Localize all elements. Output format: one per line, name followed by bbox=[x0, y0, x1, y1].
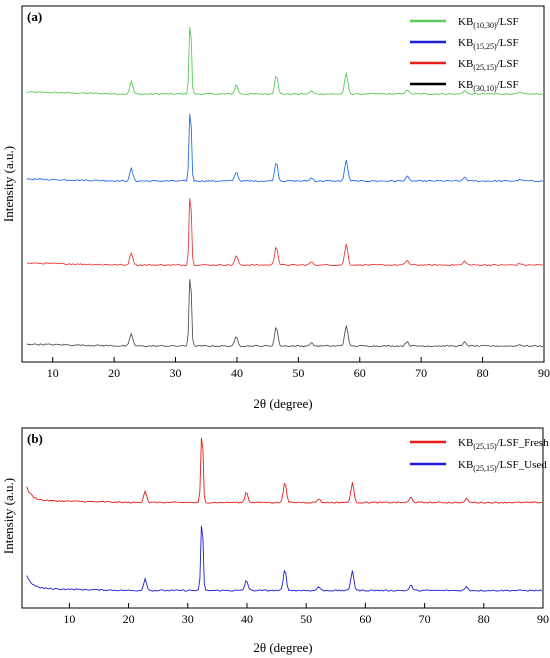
x-tick-label: 50 bbox=[292, 366, 304, 380]
legend-entry: KB(15,25)/LSF bbox=[458, 37, 519, 51]
panel-b-y-axis-title: Intensity (a.u.) bbox=[1, 478, 16, 554]
x-tick-label: 90 bbox=[537, 612, 549, 626]
panel-a-legend: KB(10,30)/LSF KB(15,25)/LSF KB(25,15)/LSF K… bbox=[410, 16, 519, 93]
x-tick-label: 50 bbox=[300, 612, 312, 626]
x-tick-label: 40 bbox=[241, 612, 253, 626]
legend-entry: KB(30,10)/LSF bbox=[458, 79, 519, 93]
x-tick-label: 80 bbox=[478, 612, 490, 626]
x-tick-label: 60 bbox=[359, 612, 371, 626]
panel-b-legend: KB(25,15)/LSF_Fresh KB(25,15)/LSF_Used bbox=[410, 437, 549, 473]
series-line-0 bbox=[26, 27, 543, 96]
series-line-1 bbox=[26, 113, 543, 183]
panel-a-x-axis-title: 2θ (degree) bbox=[253, 396, 312, 411]
panel-a-label: (a) bbox=[27, 9, 42, 24]
legend-entry: KB(25,15)/LSF_Used bbox=[458, 459, 547, 473]
x-tick-label: 30 bbox=[182, 612, 194, 626]
legend-entry: KB(10,30)/LSF bbox=[458, 16, 519, 30]
x-tick-label: 70 bbox=[415, 366, 427, 380]
x-tick-label: 60 bbox=[354, 366, 366, 380]
x-tick-label: 20 bbox=[108, 366, 120, 380]
panel-b-x-ticks: 10 20 30 40 50 60 70 80 90 bbox=[63, 603, 549, 626]
series-line-0 bbox=[26, 437, 542, 504]
legend-entry: KB(25,15)/LSF bbox=[458, 58, 519, 72]
series-line-3 bbox=[26, 279, 543, 348]
x-tick-label: 90 bbox=[538, 366, 550, 380]
x-tick-label: 80 bbox=[477, 366, 489, 380]
panel-b-label: (b) bbox=[27, 431, 43, 446]
x-tick-label: 40 bbox=[231, 366, 243, 380]
panel-a-y-axis-title: Intensity (a.u.) bbox=[1, 146, 16, 222]
x-tick-label: 10 bbox=[47, 366, 59, 380]
panel-a-series-lines bbox=[26, 27, 543, 348]
panel-a-x-ticks: 10 20 30 40 50 60 70 80 90 bbox=[47, 357, 550, 380]
x-tick-label: 70 bbox=[419, 612, 431, 626]
legend-entry: KB(25,15)/LSF_Fresh bbox=[458, 437, 549, 451]
panel-b-series-lines bbox=[26, 437, 543, 592]
panel-a: (a) 10 20 30 40 50 60 70 80 90 KB(10,30)/LSFKB(1… bbox=[1, 5, 550, 411]
x-tick-label: 30 bbox=[170, 366, 182, 380]
series-line-1 bbox=[26, 525, 543, 592]
panel-b: (b) 10 20 30 40 50 60 70 80 90 KB(25,15)/LSF_Fre… bbox=[1, 427, 549, 655]
x-tick-label: 20 bbox=[123, 612, 135, 626]
panel-b-x-axis-title: 2θ (degree) bbox=[253, 640, 312, 655]
x-tick-label: 10 bbox=[63, 612, 75, 626]
panel-b-frame bbox=[21, 427, 544, 609]
panel-a-frame bbox=[21, 5, 545, 363]
series-line-2 bbox=[26, 198, 543, 267]
